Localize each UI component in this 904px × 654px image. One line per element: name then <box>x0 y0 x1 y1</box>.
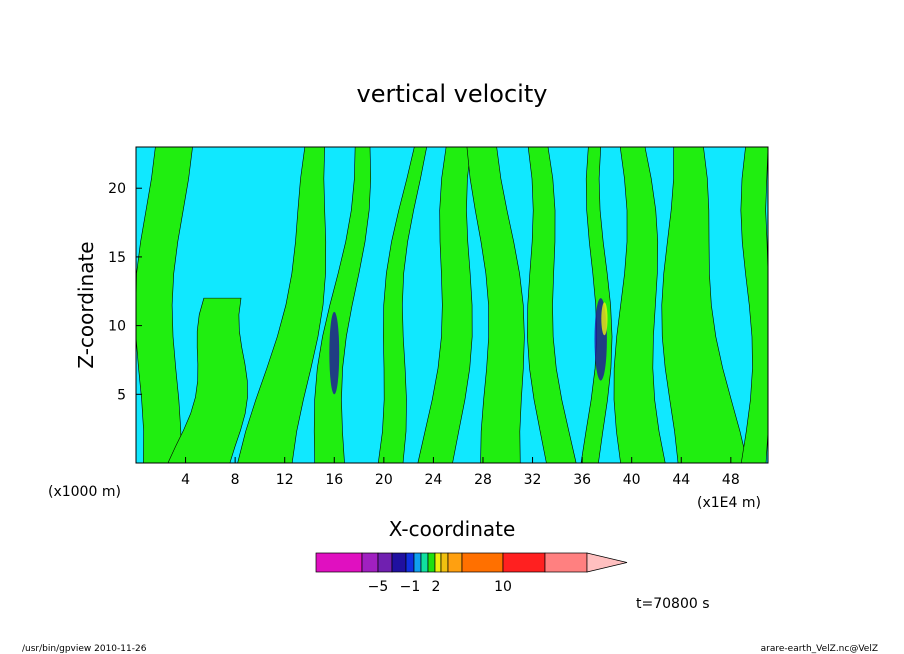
colorbar-labels: −5 −1 2 10 <box>368 579 512 595</box>
y-tick-label: 10 <box>108 319 126 335</box>
x-axis-label: X-coordinate <box>389 517 516 541</box>
colorbar <box>315 552 628 573</box>
updraft-core <box>601 302 608 336</box>
footer-left: /usr/bin/gpview 2010-11-26 <box>22 644 147 654</box>
colorbar-label: 2 <box>432 579 441 595</box>
colorbar-swatch <box>427 552 436 573</box>
x-tick-label: 28 <box>474 472 492 488</box>
colorbar-swatch <box>315 552 363 573</box>
x-tick-label: 8 <box>231 472 240 488</box>
contour-band <box>167 297 248 464</box>
x-tick-label: 48 <box>722 472 740 488</box>
x-tick-label: 44 <box>672 472 690 488</box>
colorbar-swatch <box>413 552 422 573</box>
x-tick-label: 32 <box>524 472 542 488</box>
x-tick-label: 4 <box>181 472 190 488</box>
colorbar-swatch <box>420 552 429 573</box>
colorbar-swatch <box>447 552 463 573</box>
chart-title: vertical velocity <box>357 80 548 108</box>
footer-right: arare-earth_VelZ.nc@VelZ <box>761 644 878 654</box>
y-tick-label: 5 <box>117 387 126 403</box>
x-tick-label: 40 <box>623 472 641 488</box>
updraft-core <box>329 311 340 395</box>
x-tick-label: 12 <box>276 472 294 488</box>
y-axis-ticks: 5 10 15 20 <box>108 181 142 403</box>
colorbar-label: 10 <box>494 579 512 595</box>
colorbar-swatch <box>434 552 442 573</box>
x-tick-label: 20 <box>375 472 393 488</box>
colorbar-swatch <box>502 552 546 573</box>
time-label: t=70800 s <box>636 596 710 612</box>
plot-frame <box>135 146 769 464</box>
x-axis-ticks: 4 8 12 16 20 24 28 32 36 40 44 48 <box>181 457 740 488</box>
colorbar-swatch <box>544 552 588 573</box>
colorbar-swatch <box>391 552 407 573</box>
colorbar-swatch <box>461 552 504 573</box>
y-tick-label: 20 <box>108 181 126 197</box>
y-tick-label: 15 <box>108 250 126 266</box>
colorbar-arrow <box>586 552 628 573</box>
x-tick-label: 36 <box>573 472 591 488</box>
x-unit-right: (x1E4 m) <box>697 495 761 511</box>
colorbar-swatch <box>440 552 449 573</box>
colorbar-swatch <box>361 552 379 573</box>
x-tick-label: 24 <box>424 472 442 488</box>
colorbar-swatch <box>405 552 415 573</box>
colorbar-swatch <box>377 552 393 573</box>
colorbar-label: −1 <box>400 579 421 595</box>
y-axis-label: Z-coordinate <box>74 241 98 368</box>
x-unit-left: (x1000 m) <box>48 484 121 500</box>
colorbar-label: −5 <box>368 579 389 595</box>
x-tick-label: 16 <box>325 472 343 488</box>
